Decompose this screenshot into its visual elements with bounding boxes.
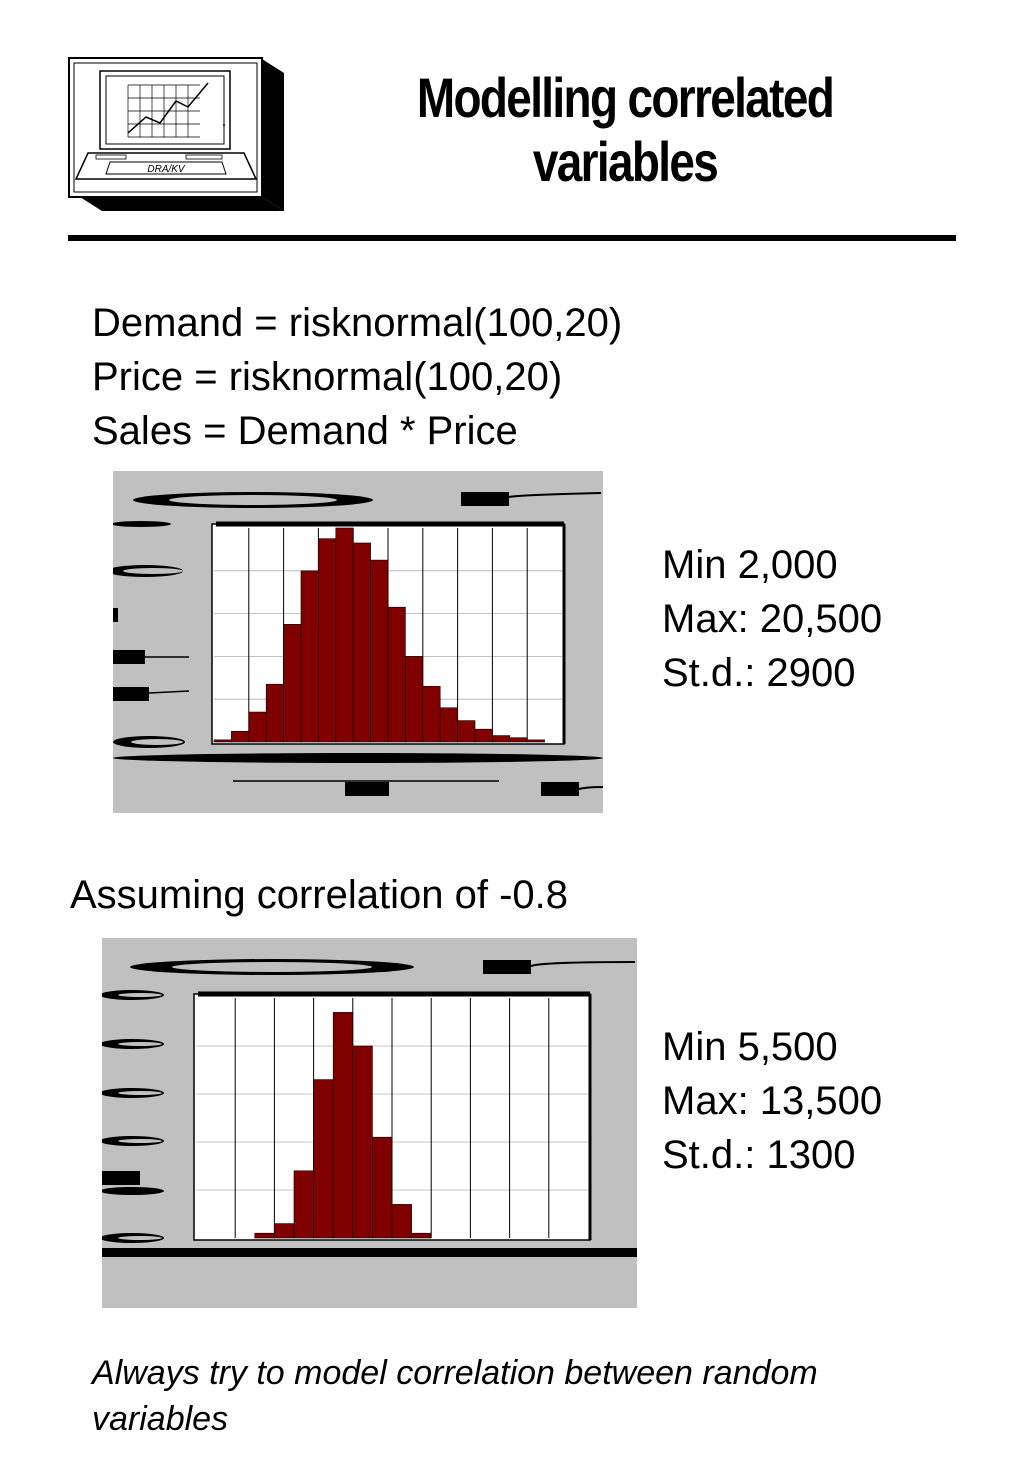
bar-series — [254, 1012, 432, 1239]
bar-series — [213, 527, 545, 743]
title-divider — [68, 235, 956, 241]
title-line-1: Modelling correlated — [416, 66, 835, 129]
logo-label: DRA/KV — [147, 164, 186, 175]
formula-demand: Demand = risknormal(100,20) — [92, 301, 623, 345]
stat-sd-top: St.d.: 2900 — [662, 651, 856, 695]
computer-logo: DRA/KV — [68, 57, 284, 211]
bar-13 — [422, 686, 441, 743]
stat-max-top: Max: 20,500 — [662, 597, 883, 641]
histogram-panel-bottom — [102, 938, 637, 1308]
stat-max-bottom: Max: 13,500 — [662, 1079, 883, 1123]
bar-12 — [411, 1232, 432, 1239]
bar-7 — [313, 1079, 334, 1239]
formula-price: Price = risknormal(100,20) — [92, 355, 563, 399]
bar-17 — [492, 735, 511, 743]
bar-3 — [248, 711, 267, 743]
bar-10 — [370, 559, 389, 743]
bar-10 — [372, 1136, 393, 1239]
bar-6 — [300, 570, 319, 743]
bar-15 — [457, 720, 476, 743]
bar-9 — [352, 542, 371, 743]
formula-sales: Sales = Demand * Price — [92, 409, 518, 453]
bar-5 — [274, 1223, 295, 1239]
correlation-label: Assuming correlation of -0.8 — [70, 873, 569, 917]
bar-16 — [474, 728, 493, 743]
bar-8 — [335, 527, 354, 743]
bar-9 — [352, 1045, 373, 1239]
toolbar-decoration — [102, 959, 637, 1257]
bar-5 — [283, 624, 302, 743]
toolbar-decoration — [113, 492, 603, 796]
bar-6 — [293, 1170, 314, 1239]
footnote: Always try to model correlation between … — [92, 1354, 818, 1438]
bar-19 — [526, 739, 545, 743]
bar-12 — [405, 656, 424, 743]
histogram-panel-top — [113, 471, 603, 813]
bar-14 — [439, 707, 458, 743]
bar-2 — [231, 730, 250, 743]
title-line-2: variables — [532, 130, 719, 193]
bar-7 — [318, 538, 337, 743]
stat-min-bottom: Min 5,500 — [662, 1025, 838, 1069]
page-title: Modelling correlated variables — [359, 66, 892, 194]
stat-sd-bottom: St.d.: 1300 — [662, 1133, 856, 1177]
bar-8 — [332, 1012, 354, 1239]
stat-min-top: Min 2,000 — [662, 543, 838, 587]
bar-4 — [265, 683, 284, 743]
bar-1 — [213, 739, 232, 743]
bar-4 — [254, 1232, 275, 1239]
bar-11 — [391, 1204, 412, 1239]
bar-11 — [387, 606, 406, 743]
bar-18 — [509, 737, 528, 743]
